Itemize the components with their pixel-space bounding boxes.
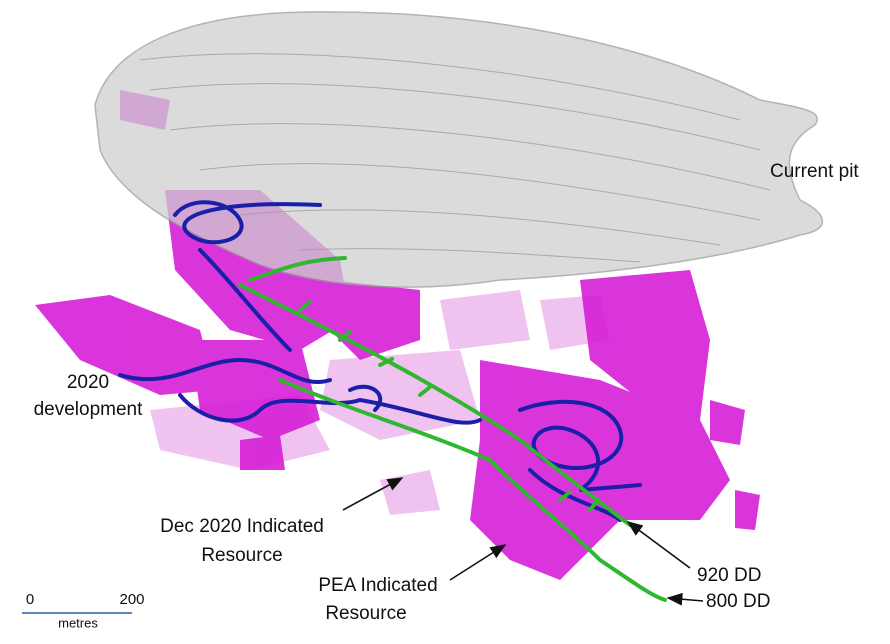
label: Current pit: [770, 161, 859, 182]
drill-holes: [238, 256, 667, 602]
scale-unit: metres: [58, 615, 98, 630]
scale-bar: 0 200 metres: [22, 591, 145, 630]
label: 920 DD: [697, 565, 761, 586]
label: Resource: [325, 603, 406, 624]
callout-arrows: [342, 477, 704, 606]
current-pit-shell: [94, 11, 823, 288]
label: PEA Indicated: [318, 575, 437, 596]
label: development: [34, 399, 144, 420]
label: 800 DD: [706, 591, 770, 612]
label: 2020: [67, 372, 109, 393]
scale-end: 200: [119, 591, 144, 608]
label: Dec 2020 Indicated: [160, 516, 324, 537]
label: Resource: [201, 545, 282, 566]
scale-start: 0: [26, 591, 34, 608]
